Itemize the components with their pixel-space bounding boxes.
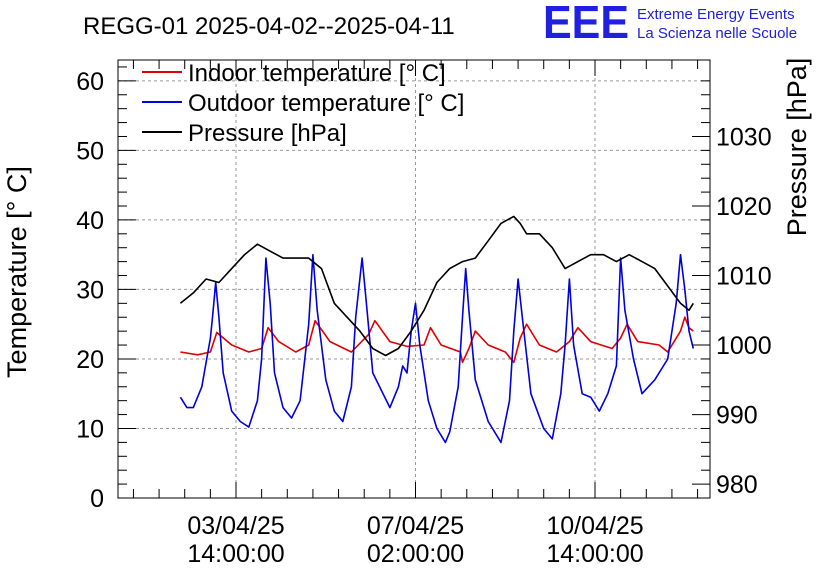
tick-label-left: 10 [76,415,104,443]
tick-label-right: 990 [716,402,758,430]
eee-logo: EEE Extreme Energy Events La Scienza nel… [543,0,797,48]
tick-label-right: 1010 [716,263,772,291]
tick-label-left: 60 [76,68,104,96]
logo-mark: EEE [543,0,629,48]
legend-label-pressure: Pressure [hPa] [188,120,347,147]
series-lines [179,215,695,444]
tick-label-left: 40 [76,207,104,235]
tick-label-right: 1000 [716,332,772,360]
tick-label-right: 980 [716,471,758,499]
left-axis-label: Temperature [° C] [2,166,32,378]
tick-label-date: 07/04/25 [367,512,464,540]
tick-label-date: 03/04/25 [187,512,284,540]
tick-label-left: 20 [76,346,104,374]
chart-title: REGG-01 2025-04-02--2025-04-11 [83,13,455,40]
tick-label-right: 1030 [716,123,772,151]
tick-label-time: 14:00:00 [546,540,643,568]
tick-label-right: 1020 [716,193,772,221]
legend-label-indoor: Indoor temperature [° C] [188,60,446,87]
logo-line-2: La Scienza nelle Scuole [637,25,797,42]
tick-label-date: 10/04/25 [546,512,643,540]
tick-label-left: 0 [90,485,104,513]
tick-label-time: 02:00:00 [367,540,464,568]
series-line-pressure [179,215,694,357]
legend-label-outdoor: Outdoor temperature [° C] [188,90,464,117]
series-line-outdoor-temperature [179,253,695,444]
tick-label-left: 30 [76,276,104,304]
right-axis-label: Pressure [hPa] [782,58,812,237]
logo-line-1: Extreme Energy Events [637,6,795,23]
legend: Indoor temperature [° C] Outdoor tempera… [142,60,464,147]
tick-labels: 0102030405060980990100010101020103003/04… [76,68,771,568]
plot-frame [117,59,711,499]
axis-ticks [118,60,710,499]
tick-label-time: 14:00:00 [187,540,284,568]
tick-label-left: 50 [76,137,104,165]
